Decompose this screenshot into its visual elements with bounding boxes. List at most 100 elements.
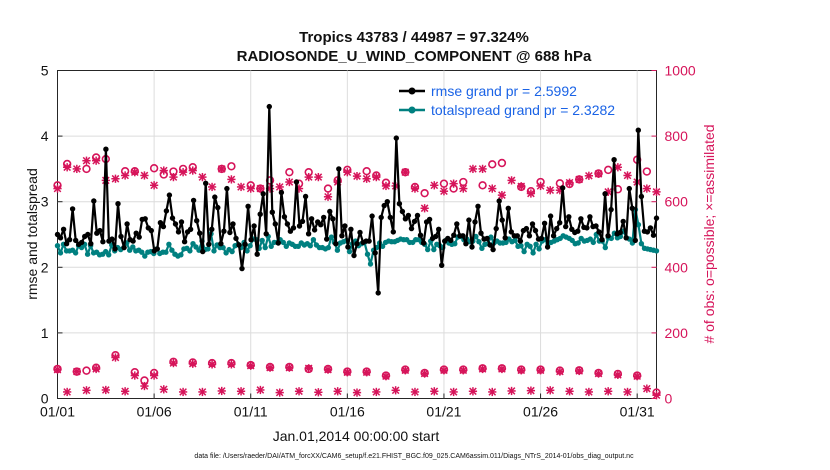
obs-assimilated-marker: [111, 353, 120, 362]
rmse-point: [375, 290, 381, 296]
y-axis-label-left: rmse and totalspread: [24, 168, 40, 300]
rmse-point: [163, 208, 170, 214]
obs-assimilated-marker: [623, 387, 632, 397]
obs-assimilated-marker: [227, 360, 236, 369]
rmse-point: [653, 215, 660, 221]
rmse-point: [278, 189, 285, 196]
rmse-point: [650, 232, 657, 238]
obs-assimilated-marker: [613, 370, 622, 380]
obs-assimilated-marker: [381, 372, 391, 381]
obs-assimilated-marker: [130, 168, 139, 177]
rmse-point: [611, 157, 617, 163]
footer-data-file: data file: /Users/raeder/DAI/ATM_forcXX/…: [194, 453, 634, 460]
rmse-point: [514, 233, 520, 239]
y-tick-label-left: 3: [41, 194, 49, 210]
y-tick-label-left: 5: [41, 63, 49, 79]
y-tick-label-left: 2: [41, 259, 49, 275]
obs-assimilated-marker: [92, 156, 101, 165]
totalspread-point: [328, 234, 335, 240]
rmse-point: [345, 244, 351, 250]
rmse-point: [526, 233, 533, 239]
rmse-point: [387, 214, 393, 221]
rmse-point: [79, 239, 85, 246]
totalspread-point: [262, 244, 268, 251]
rmse-point: [318, 222, 324, 228]
rmse-point: [218, 241, 224, 247]
rmse-point: [100, 239, 106, 245]
rmse-point: [200, 248, 206, 255]
y-tick-label-right: 800: [665, 128, 689, 144]
obs-assimilated-marker: [401, 168, 410, 177]
rmse-point: [281, 214, 288, 220]
rmse-point: [169, 215, 176, 221]
rmse-point: [532, 227, 539, 234]
obs-assimilated-marker: [391, 386, 400, 395]
obs-assimilated-marker: [430, 181, 439, 190]
rmse-point: [390, 229, 396, 235]
rmse-point: [575, 228, 581, 234]
rmse-point: [175, 229, 182, 235]
rmse-point: [372, 250, 378, 256]
obs-possible-marker: [497, 158, 507, 168]
rmse-point: [154, 246, 160, 252]
rmse-point: [178, 219, 185, 225]
obs-assimilated-marker: [53, 365, 62, 374]
totalspread-point: [346, 248, 353, 255]
obs-assimilated-marker: [507, 386, 516, 396]
totalspread-point: [476, 239, 482, 245]
totalspread-point: [425, 246, 431, 253]
obs-assimilated-marker: [536, 181, 545, 191]
totalspread-point: [325, 244, 332, 251]
obs-assimilated-marker: [468, 164, 478, 174]
totalspread-point: [205, 246, 211, 252]
rmse-point: [405, 212, 412, 219]
rmse-point: [124, 221, 130, 227]
totalspread-point: [259, 237, 265, 244]
series-lines: [54, 103, 660, 296]
rmse-point: [451, 232, 457, 238]
obs-assimilated-marker: [497, 364, 507, 374]
obs-assimilated-marker: [565, 387, 574, 396]
right-y-axis-ticks: 0 200 400 600 800 1000: [651, 63, 696, 407]
rmse-point: [266, 103, 272, 110]
rmse-point: [508, 229, 514, 235]
obs-assimilated-marker: [381, 181, 391, 191]
totalspread-point: [169, 247, 175, 253]
rmse-point: [523, 225, 530, 232]
totalspread-point: [163, 249, 169, 255]
obs-assimilated-marker: [420, 204, 429, 213]
y-tick-label-left: 1: [41, 325, 49, 341]
rmse-point: [97, 227, 103, 234]
obs-assimilated-marker: [256, 184, 265, 193]
rmse-point: [330, 216, 336, 222]
obs-assimilated-marker: [459, 366, 468, 375]
obs-assimilated-marker: [488, 387, 497, 397]
rmse-point: [321, 214, 327, 221]
totalspread-point: [590, 239, 596, 246]
obs-assimilated-marker: [169, 358, 178, 368]
y-tick-label-right: 400: [665, 259, 689, 275]
obs-assimilated-marker: [594, 169, 603, 178]
x-tick-label: 01/21: [426, 404, 461, 420]
rmse-point: [351, 252, 357, 259]
totalspread-point: [280, 239, 286, 246]
obs-assimilated-marker: [642, 384, 651, 393]
totalspread-point: [367, 261, 374, 267]
totalspread-point: [602, 244, 608, 251]
obs-assimilated-marker: [536, 366, 545, 375]
totalspread-point: [635, 222, 642, 228]
rmse-point: [484, 235, 490, 242]
rmse-point: [166, 192, 173, 198]
obs-possible-marker: [478, 181, 487, 190]
totalspread-point: [229, 248, 235, 255]
rmse-point: [269, 209, 275, 215]
rmse-point: [212, 194, 218, 200]
obs-assimilated-marker: [575, 175, 584, 184]
obs-assimilated-marker: [304, 364, 313, 373]
rmse-point: [566, 214, 572, 220]
obs-possible-marker: [149, 164, 159, 173]
obs-assimilated-marker: [149, 181, 159, 190]
obs-assimilated-marker: [159, 385, 168, 394]
rmse-point: [236, 242, 242, 248]
rmse-point: [629, 205, 635, 211]
